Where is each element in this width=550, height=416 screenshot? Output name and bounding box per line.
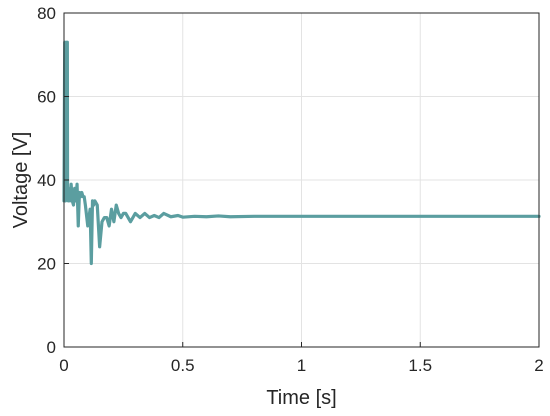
voltage-series-line: [62, 40, 541, 266]
y-tick-label: 40: [37, 171, 56, 190]
y-axis-label: Voltage [V]: [10, 132, 32, 229]
x-tick-label: 0.5: [171, 356, 195, 375]
plot-series: [62, 40, 541, 266]
y-tick-label: 80: [37, 4, 56, 23]
x-tick-label: 1: [297, 356, 306, 375]
y-tick-label: 60: [37, 88, 56, 107]
x-tick-label: 1.5: [408, 356, 432, 375]
x-tick-label: 0: [59, 356, 68, 375]
y-tick-label: 0: [47, 338, 56, 357]
y-tick-label: 20: [37, 255, 56, 274]
x-tick-label: 2: [534, 356, 543, 375]
x-axis-label: Time [s]: [266, 387, 336, 409]
